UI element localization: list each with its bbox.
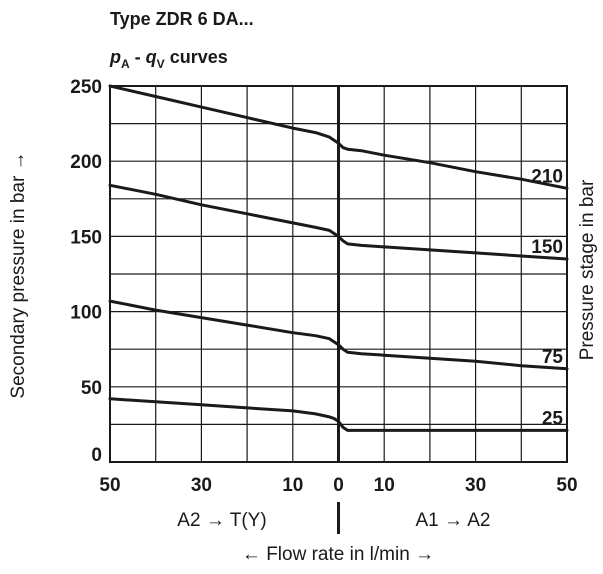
chart-subtitle: pA - qV curves	[109, 47, 228, 71]
chart-title: Type ZDR 6 DA...	[110, 9, 254, 29]
y-axis-label: Secondary pressure in bar →	[8, 151, 29, 398]
series-line-150	[108, 183, 569, 261]
y-axis-label-right: Pressure stage in bar	[577, 179, 598, 360]
y-tick-label: 50	[81, 378, 102, 399]
x-tick-label: 30	[465, 475, 486, 496]
subtitle-sep: -	[130, 47, 146, 67]
x-tick-label: 50	[556, 475, 577, 496]
x-tick-label: 10	[374, 475, 395, 496]
x-direction-right: A1 → A2	[416, 510, 491, 531]
series-label-150: 150	[531, 237, 563, 258]
x-tick-label: 30	[191, 475, 212, 496]
subtitle-p: p	[109, 47, 121, 67]
y-tick-label: 250	[70, 77, 102, 98]
x-axis-label: ← Flow rate in l/min →	[242, 544, 434, 565]
series-label-75: 75	[542, 347, 564, 368]
x-tick-label: 0	[333, 475, 344, 496]
series-line-210	[108, 84, 569, 190]
series-layer: 210 150 75 25	[108, 84, 569, 432]
x-tick-labels: 50 30 10 0 10 30 50	[99, 475, 577, 496]
series-label-210: 210	[531, 166, 563, 187]
subtitle-p-sub: A	[121, 57, 130, 71]
y-tick-label: 100	[70, 303, 102, 324]
y-tick-label: 150	[70, 227, 102, 248]
y-tick-label: 0	[91, 445, 102, 466]
subtitle-q: q	[146, 47, 157, 67]
x-tick-label: 50	[99, 475, 120, 496]
subtitle-q-sub: V	[157, 57, 165, 71]
subtitle-tail: curves	[165, 47, 228, 67]
x-direction-left: A2 → T(Y)	[177, 510, 266, 531]
y-tick-label: 200	[70, 152, 102, 173]
series-line-75	[108, 299, 569, 371]
series-line-25	[108, 397, 569, 432]
series-label-25: 25	[542, 408, 564, 429]
x-tick-label: 10	[282, 475, 303, 496]
y-tick-labels: 0 50 100 150 200 250	[70, 77, 102, 466]
